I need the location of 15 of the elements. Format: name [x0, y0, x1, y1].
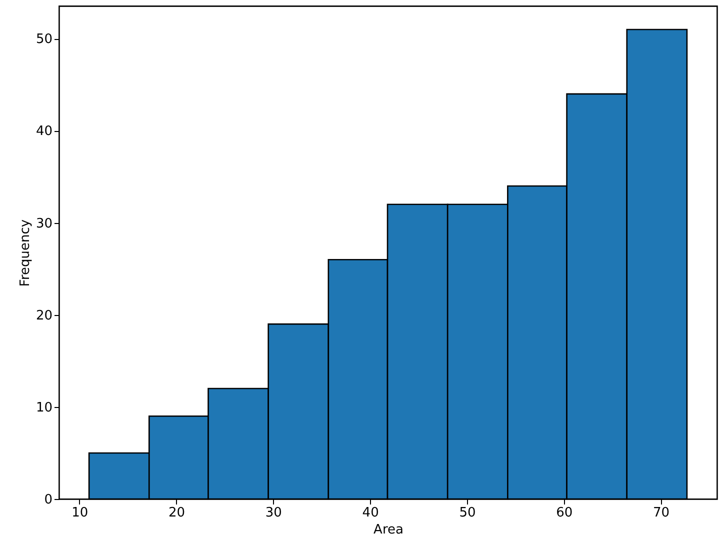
x-tick-label: 10: [72, 506, 88, 520]
x-axis-title: Area: [374, 522, 404, 538]
x-tick-label: 60: [556, 506, 573, 520]
x-tick-label: 40: [362, 506, 379, 520]
y-tick-label: 20: [36, 308, 52, 324]
x-tick-label: 30: [265, 506, 282, 520]
y-tick-label: 10: [36, 400, 52, 416]
x-tick-label: 20: [168, 506, 186, 520]
x-tick-label: 50: [459, 506, 476, 520]
y-tick-label: 30: [36, 216, 52, 232]
y-tick-label: 50: [36, 32, 52, 48]
x-tick-label: 70: [653, 506, 670, 520]
y-axis-title: Frequency: [18, 219, 33, 287]
y-tick-label: 40: [36, 124, 52, 140]
y-tick-label: 0: [44, 492, 52, 508]
